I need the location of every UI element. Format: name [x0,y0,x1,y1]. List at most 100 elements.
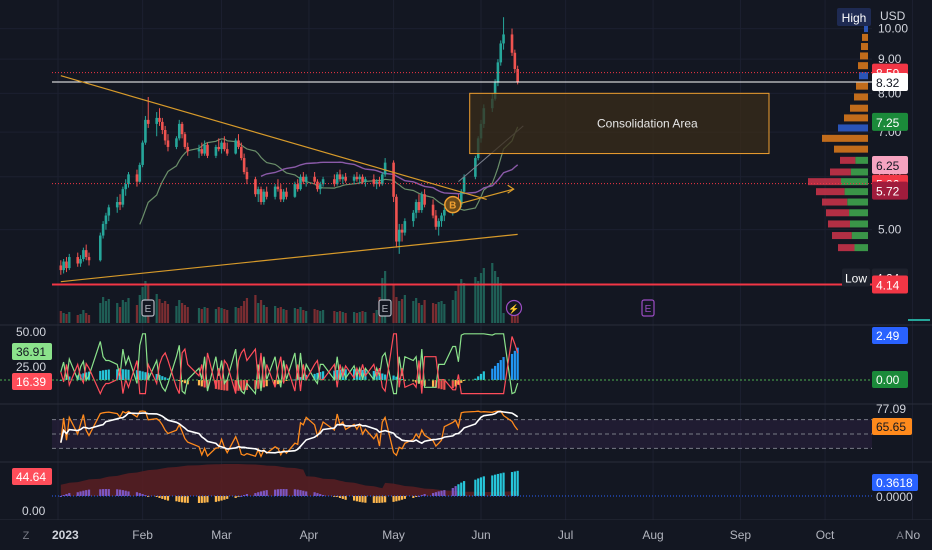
oscillator-bar [223,496,226,500]
adx-histogram-bar [299,377,302,380]
price-label-bg [872,275,908,294]
oscillator-bar [138,493,141,496]
oscillator-bar [395,496,398,502]
stoch-axis-label: 77.09 [876,402,906,416]
volume-bar [65,314,68,323]
earnings-icon[interactable] [141,299,155,317]
candle-body [316,181,319,190]
oscillator-bar [99,489,102,496]
price-label-bg [872,112,908,131]
candle-body [163,129,167,141]
oscillator-axis-label: 0.0000 [876,490,913,504]
volume-bar [161,303,164,323]
earnings-icon-upcoming[interactable] [641,299,655,317]
oscillator-bar [274,489,277,496]
time-axis-label: Sep [730,528,752,542]
adx-histogram-bar [496,363,500,380]
candle-body [276,186,280,190]
adx-histogram-bar [274,380,277,386]
oscillator-bar [358,496,361,502]
volume-profile-bar-up [850,220,868,228]
candle-body [84,250,88,258]
candle-body [352,176,356,181]
candle-body [76,257,80,264]
volume-bar [491,263,494,323]
candle-body [372,179,376,185]
oscillator-bar [127,491,130,496]
candle-body [240,146,243,159]
consolidation-zone[interactable] [469,92,770,155]
adx-histogram-bar [336,370,339,380]
timezone-icon[interactable]: Z [23,530,30,542]
split-icon[interactable] [505,299,523,317]
oscillator-bar [516,470,519,496]
descending-trendline[interactable] [60,75,487,200]
volume-profile-bar [826,209,850,217]
volume-profile-bar [838,244,855,252]
adx-histogram-bar [240,380,243,391]
adx-histogram-bar [223,380,226,391]
oscillator-bar [254,493,257,496]
candle-body [273,186,277,197]
oscillator-bar [353,496,356,501]
adx-histogram-bar [420,380,423,385]
adx-histogram-bar [155,374,158,380]
adx-histogram-bar [234,380,237,391]
adx-histogram-bar [144,372,147,380]
oscillator-bar [214,496,218,502]
earnings-icon-text: E [145,304,152,315]
oscillator-bar [79,491,82,496]
adx-histogram-bar [293,379,296,381]
adx-histogram-bar [121,369,124,380]
adx-histogram-bar [437,380,440,389]
auto-scale-icon[interactable]: A [896,530,904,542]
volume-bar [451,300,454,323]
candle-body [59,265,63,271]
volume-bar [355,313,359,323]
oscillator-bar [104,489,108,496]
earnings-icon[interactable] [378,299,392,317]
adx-value-label: 36.91 [16,345,46,359]
candle-body [67,257,71,269]
volume-profile-bar [822,198,848,206]
oscillator-bar [76,492,79,496]
adx-histogram-bar [457,380,460,385]
oscillator-bar [313,492,316,496]
volume-bar [175,306,178,323]
time-axis-label: Apr [300,528,319,542]
volume-bar [420,305,423,323]
oscillator-bar [336,496,339,498]
ascending-trendline[interactable] [60,233,518,283]
volume-profile-bar [862,33,868,41]
adx-histogram-bar [85,372,88,380]
candle-body [214,146,218,156]
candle-body [141,142,144,165]
oscillator-bar [197,496,201,503]
breakout-marker[interactable] [444,195,462,214]
candle-body [437,221,440,227]
volume-bar [197,308,201,323]
candle-body [510,34,514,53]
oscillator-bar [341,496,344,499]
adx-histogram-bar [431,380,435,387]
adx-histogram-bar [479,373,483,380]
candle-body [206,144,209,156]
volume-bar [302,310,305,323]
candle-body [282,191,285,200]
volume-bar [364,312,367,323]
oscillator-bar [178,496,181,502]
oscillator-bar [276,489,280,496]
projection-arrow [455,188,514,206]
adx-histogram-bar [378,372,381,380]
candle-body [434,215,438,227]
oscillator-value-bg [872,474,918,491]
candle-body [223,142,226,150]
candle-body [496,62,500,83]
candle-body [414,202,418,213]
adx-histogram-bar [178,380,181,381]
candle-body [431,204,435,216]
volume-bar [87,315,91,323]
candle-body [338,174,342,180]
